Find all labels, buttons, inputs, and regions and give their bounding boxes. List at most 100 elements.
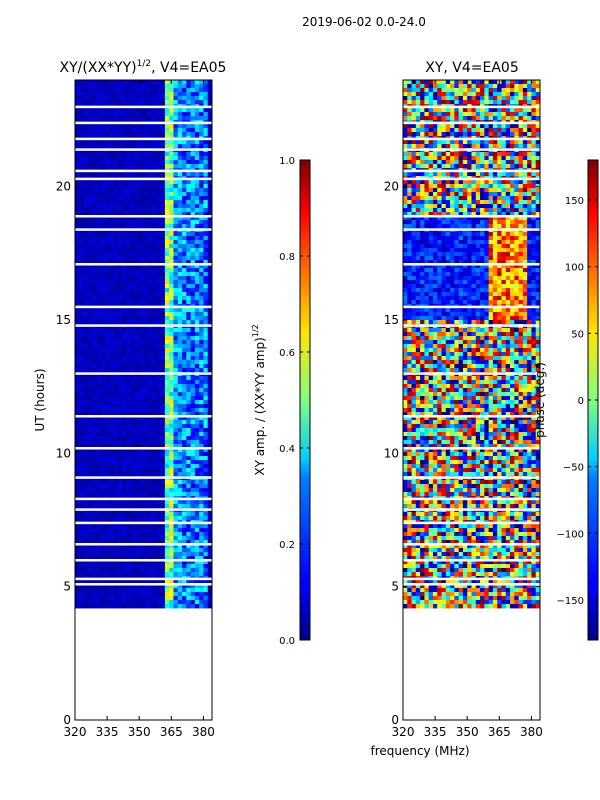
heatmap-cell	[134, 224, 140, 229]
heatmap-cell	[488, 160, 494, 165]
heatmap-cell	[160, 340, 166, 345]
heatmap-cell	[109, 524, 114, 529]
heatmap-cell	[92, 264, 97, 269]
heatmap-cell	[139, 220, 144, 225]
heatmap-cell	[484, 152, 490, 157]
heatmap-cell	[160, 216, 166, 221]
heatmap-cell	[83, 348, 89, 353]
heatmap-cell	[173, 544, 179, 549]
heatmap-cell	[160, 488, 166, 493]
heatmap-cell	[92, 484, 97, 489]
heatmap-cell	[156, 444, 162, 449]
heatmap-cell	[177, 560, 183, 565]
heatmap-cell	[190, 128, 196, 133]
heatmap-cell	[454, 88, 460, 93]
heatmap-cell	[113, 108, 119, 113]
heatmap-cell	[441, 144, 447, 149]
heatmap-cell	[139, 424, 144, 429]
heatmap-cell	[199, 492, 204, 497]
heatmap-cell	[497, 92, 502, 97]
heatmap-cell	[182, 140, 187, 145]
heatmap-cell	[83, 368, 89, 373]
heatmap-cell	[104, 188, 110, 193]
heatmap-cell	[152, 548, 157, 553]
heatmap-cell	[104, 244, 110, 249]
heatmap-cell	[87, 580, 93, 585]
heatmap-cell	[79, 272, 84, 277]
heatmap-cell	[501, 152, 507, 157]
heatmap-cell	[104, 196, 110, 201]
heatmap-cell	[484, 92, 490, 97]
heatmap-cell	[484, 112, 490, 117]
heatmap-cell	[104, 352, 110, 357]
heatmap-cell	[160, 528, 166, 533]
heatmap-cell	[177, 164, 183, 169]
heatmap-cell	[182, 172, 187, 177]
heatmap-cell	[190, 420, 196, 425]
heatmap-cell	[173, 452, 179, 457]
heatmap-cell	[152, 216, 157, 221]
heatmap-cell	[199, 260, 204, 265]
heatmap-cell	[152, 536, 157, 541]
heatmap-cell	[173, 588, 179, 593]
heatmap-cell	[475, 112, 481, 117]
heatmap-cell	[169, 144, 174, 149]
heatmap-cell	[160, 536, 166, 541]
flagged-row	[75, 121, 212, 125]
heatmap-cell	[415, 156, 421, 161]
heatmap-cell	[458, 132, 464, 137]
heatmap-cell	[134, 108, 140, 113]
heatmap-cell	[75, 604, 80, 609]
heatmap-cell	[147, 404, 153, 409]
heatmap-cell	[152, 436, 157, 441]
heatmap-cell	[147, 384, 153, 389]
heatmap-cell	[186, 360, 191, 365]
heatmap-cell	[454, 140, 460, 145]
heatmap-cell	[173, 112, 179, 117]
heatmap-cell	[130, 292, 136, 297]
heatmap-cell	[139, 296, 144, 301]
heatmap-cell	[454, 124, 460, 129]
heatmap-cell	[501, 88, 507, 93]
heatmap-cell	[156, 288, 162, 293]
heatmap-cell	[505, 156, 511, 161]
heatmap-cell	[186, 420, 191, 425]
heatmap-cell	[182, 340, 187, 345]
heatmap-cell	[87, 404, 93, 409]
heatmap-cell	[134, 548, 140, 553]
heatmap-cell	[492, 88, 498, 93]
heatmap-cell	[143, 448, 149, 453]
heatmap-cell	[173, 296, 179, 301]
heatmap-cell	[480, 96, 485, 101]
heatmap-cell	[92, 112, 97, 117]
heatmap-cell	[100, 504, 106, 509]
heatmap-cell	[190, 392, 196, 397]
heatmap-cell	[104, 444, 110, 449]
heatmap-cell	[164, 448, 170, 453]
heatmap-cell	[83, 108, 89, 113]
heatmap-cell	[104, 568, 110, 573]
heatmap-cell	[177, 432, 183, 437]
heatmap-cell	[92, 376, 97, 381]
heatmap-cell	[177, 472, 183, 477]
heatmap-cell	[79, 116, 84, 121]
heatmap-cell	[113, 220, 119, 225]
heatmap-cell	[117, 536, 123, 541]
heatmap-cell	[139, 116, 144, 121]
heatmap-cell	[96, 448, 102, 453]
heatmap-cell	[505, 108, 511, 113]
heatmap-cell	[199, 380, 204, 385]
heatmap-cell	[173, 336, 179, 341]
heatmap-cell	[173, 264, 179, 269]
heatmap-cell	[186, 308, 191, 313]
heatmap-cell	[169, 220, 174, 225]
heatmap-cell	[96, 248, 102, 253]
heatmap-cell	[143, 292, 149, 297]
heatmap-cell	[190, 584, 196, 589]
heatmap-cell	[75, 544, 80, 549]
heatmap-cell	[164, 144, 170, 149]
heatmap-cell	[462, 80, 468, 85]
heatmap-cell	[403, 132, 408, 137]
heatmap-cell	[177, 300, 183, 305]
heatmap-cell	[194, 360, 200, 365]
